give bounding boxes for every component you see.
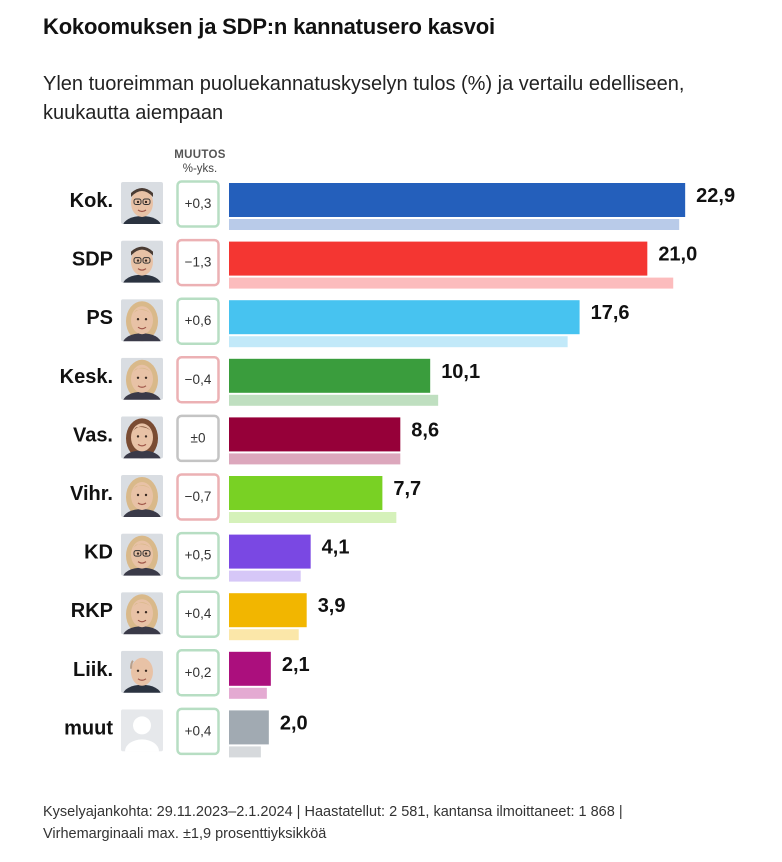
- chart-row: KD +0,5 4,1: [84, 531, 350, 582]
- party-label: muut: [64, 717, 113, 739]
- previous-bar: [229, 453, 401, 465]
- previous-bar: [229, 687, 267, 699]
- party-label: Vihr.: [70, 483, 113, 505]
- value-label: 4,1: [322, 537, 350, 559]
- portrait-woman-glasses-icon: [121, 533, 163, 576]
- chart-footer: Kyselyajankohta: 29.11.2023–2.1.2024 | H…: [43, 801, 763, 845]
- current-bar: [229, 593, 307, 628]
- party-label: PS: [86, 307, 113, 329]
- current-bar: [229, 710, 269, 745]
- change-box: [176, 356, 220, 404]
- party-label: Kok.: [70, 190, 113, 212]
- previous-bar: [229, 277, 674, 289]
- current-bar: [229, 651, 271, 686]
- change-value: +0,6: [185, 313, 212, 328]
- previous-bar: [229, 629, 299, 641]
- footer-margin-of-error: Virhemarginaali max. ±1,9 prosenttiyksik…: [43, 826, 327, 842]
- previous-bar: [229, 570, 301, 582]
- portrait-man-glasses-icon: [121, 182, 163, 224]
- previous-bar: [229, 336, 568, 348]
- party-label: Kesk.: [60, 366, 113, 388]
- change-box: [176, 590, 220, 638]
- portrait-man-bald-icon: [121, 650, 163, 693]
- change-column-header: MUUTOS %-yks.: [160, 149, 240, 176]
- value-label: 3,9: [318, 595, 346, 617]
- current-bar: [229, 300, 580, 335]
- change-value: +0,4: [185, 723, 212, 738]
- value-label: 10,1: [441, 361, 480, 383]
- chart-row: Liik. +0,2 2,1: [73, 649, 310, 699]
- portrait-woman-blonde-icon: [121, 299, 163, 342]
- change-box: [176, 649, 220, 697]
- change-box: [176, 414, 220, 463]
- change-value: +0,4: [185, 606, 212, 621]
- chart-row: Kesk. −0,4 10,1: [60, 356, 480, 406]
- chart-row: Vas. ±0 8,6: [73, 414, 439, 465]
- current-bar: [229, 476, 383, 510]
- change-header-title: MUUTOS: [174, 149, 226, 161]
- chart-row: Kok. +0,3 22,9: [70, 180, 735, 230]
- party-label: RKP: [71, 600, 113, 622]
- value-label: 21,0: [658, 244, 697, 266]
- change-value: −0,4: [185, 372, 212, 387]
- chart-row: Vihr. −0,7 7,7: [70, 473, 421, 523]
- chart-title: Kokoomuksen ja SDP:n kannatusero kasvoi: [43, 14, 495, 39]
- value-label: 7,7: [393, 478, 421, 500]
- previous-bar: [229, 512, 397, 523]
- chart-row: PS +0,6 17,6: [86, 297, 630, 348]
- value-label: 8,6: [411, 419, 439, 441]
- bar-chart: Kok. +0,3 22,9 SDP −1,3 21,0 PS +0,6 17,6 Kesk. −0…: [60, 180, 735, 758]
- chart-row: RKP +0,4 3,9: [71, 590, 346, 641]
- portrait-woman-blonde-icon: [121, 592, 163, 635]
- portrait-man-glasses-icon: [121, 240, 163, 283]
- change-value: +0,2: [185, 665, 212, 680]
- footer-survey-info: Kyselyajankohta: 29.11.2023–2.1.2024 | H…: [43, 804, 623, 820]
- change-value: −0,7: [185, 489, 212, 504]
- current-bar: [229, 358, 431, 393]
- portrait-woman-blonde-icon: [121, 475, 163, 517]
- chart-row: SDP −1,3 21,0: [72, 238, 697, 289]
- current-bar: [229, 534, 311, 569]
- value-label: 2,0: [280, 712, 308, 734]
- current-bar: [229, 183, 686, 217]
- chart-row: muut +0,4 2,0: [64, 707, 308, 758]
- change-box: [176, 238, 220, 287]
- change-box: [176, 297, 220, 345]
- change-value: −1,3: [185, 255, 212, 270]
- change-value: +0,3: [185, 196, 212, 211]
- change-box: [176, 180, 220, 228]
- value-label: 17,6: [591, 302, 630, 324]
- change-box: [176, 531, 220, 580]
- current-bar: [229, 241, 648, 276]
- portrait-woman-blonde-icon: [121, 357, 163, 400]
- party-label: Liik.: [73, 659, 113, 681]
- previous-bar: [229, 746, 261, 758]
- chart-subtitle: Ylen tuoreimman puoluekannatuskyselyn tu…: [43, 73, 685, 124]
- change-value: +0,5: [185, 548, 212, 563]
- portrait-placeholder-icon: [121, 709, 163, 752]
- party-label: Vas.: [73, 424, 113, 446]
- previous-bar: [229, 394, 439, 406]
- change-header-unit: %-yks.: [182, 163, 218, 175]
- value-label: 2,1: [282, 654, 310, 676]
- change-value: ±0: [191, 430, 206, 445]
- change-box: [176, 707, 220, 756]
- party-label: SDP: [72, 249, 113, 271]
- current-bar: [229, 417, 401, 452]
- previous-bar: [229, 219, 680, 230]
- change-box: [176, 473, 220, 521]
- party-label: KD: [84, 542, 113, 564]
- value-label: 22,9: [696, 185, 735, 207]
- portrait-woman-brown-icon: [121, 416, 163, 459]
